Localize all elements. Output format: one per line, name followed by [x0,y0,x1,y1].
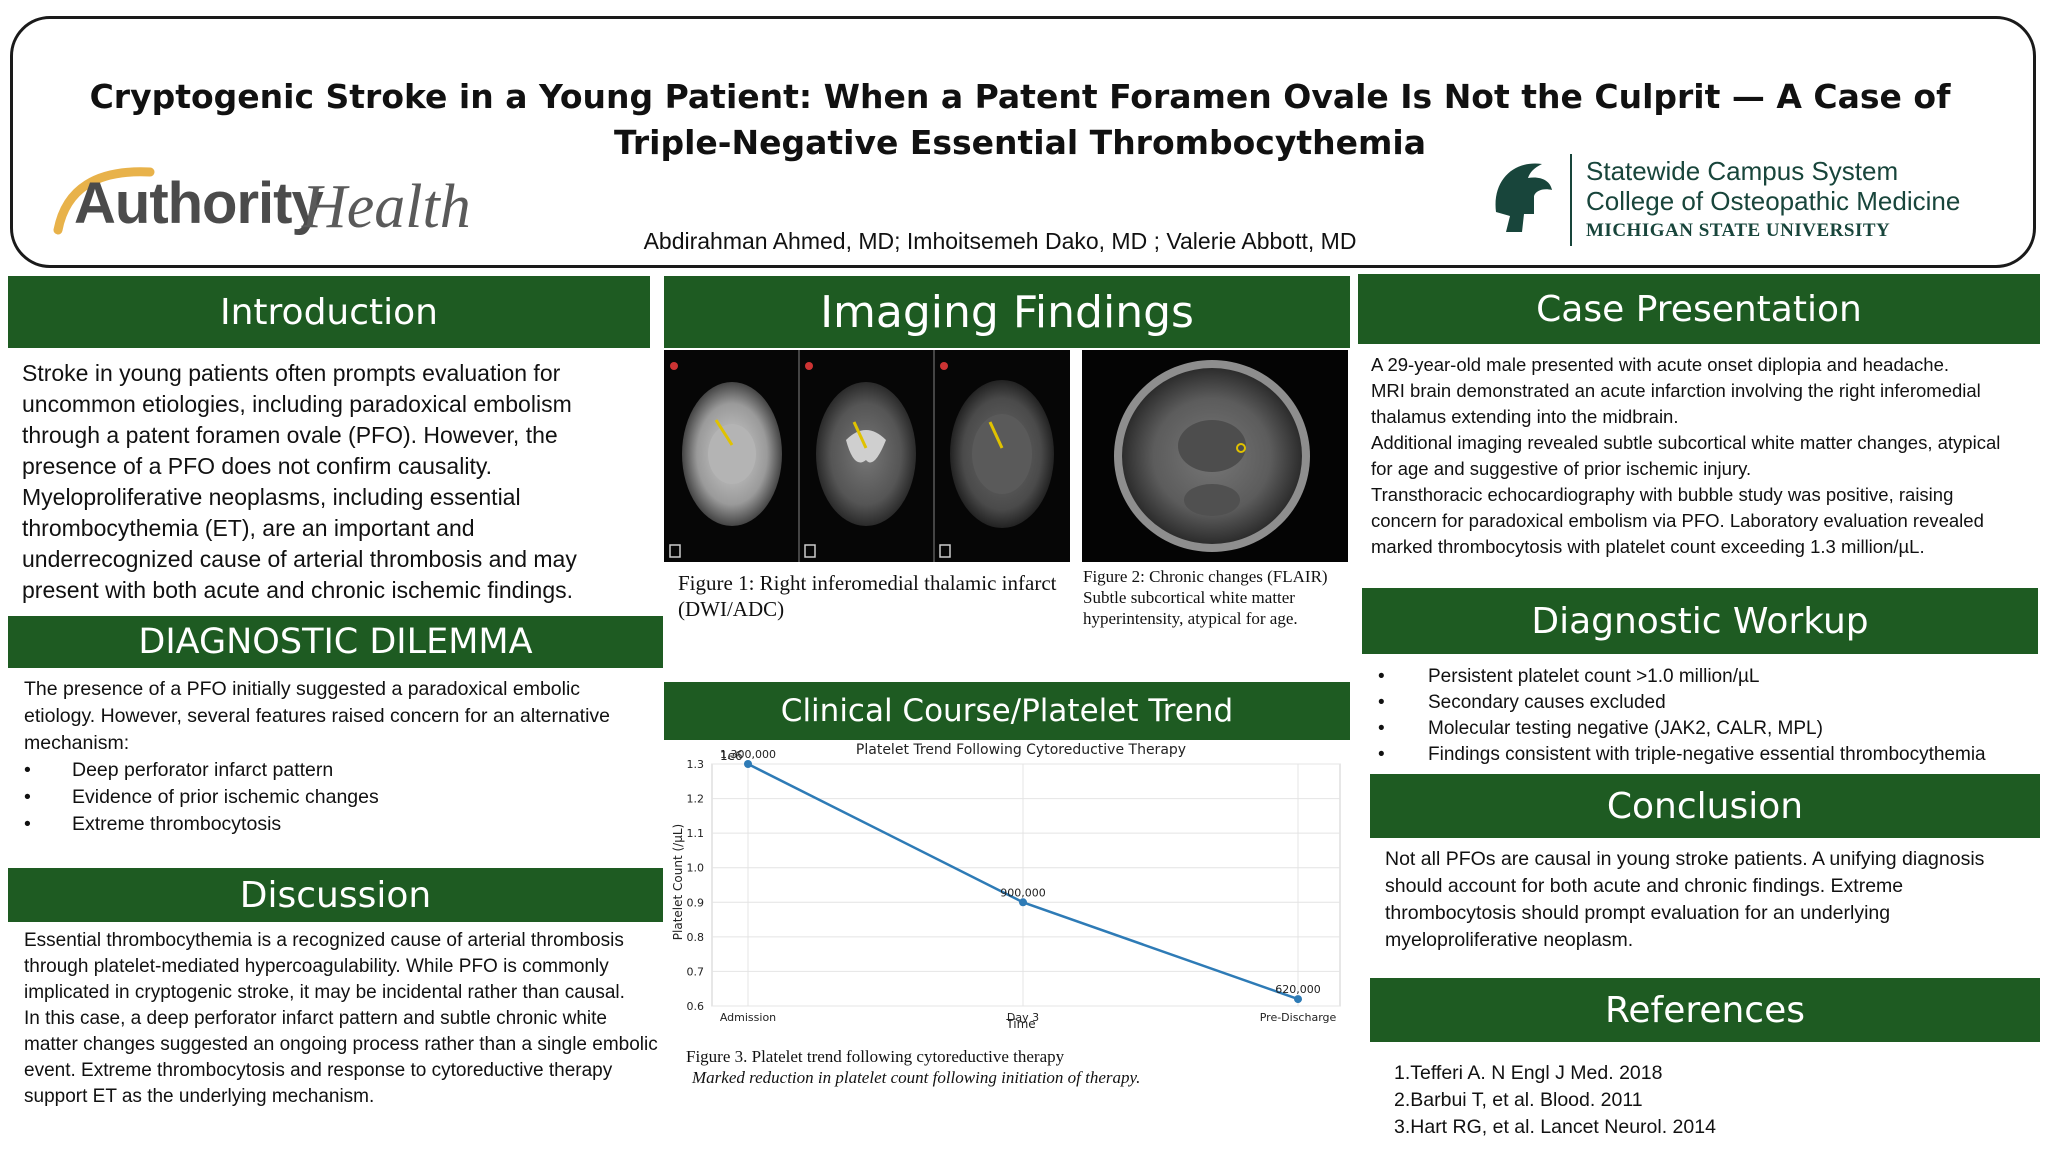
discussion-heading: Discussion [8,868,663,922]
msu-line-2: College of Osteopathic Medicine [1586,186,1961,216]
chart-y-label: Platelet Count (/µL) [671,824,685,940]
list-item: • Deep perforator infarct pattern [24,759,334,781]
authors-line: Abdirahman Ahmed, MD; Imhoitsemeh Dako, … [643,228,1357,254]
chart-y-tick-label: 0.8 [687,931,705,944]
msu-line-3: MICHIGAN STATE UNIVERSITY [1586,220,1891,241]
chart-data-label: 900,000 [1000,886,1046,899]
references-heading: References [1370,978,2040,1042]
reference-item: 1.Tefferi A. N Engl J Med. 2018 [1394,1062,1663,1084]
figure-2-label: Figure 2 [1083,567,1141,586]
spartan-helmet-icon [1495,163,1552,232]
poster-title: Cryptogenic Stroke in a Young Patient: W… [89,77,1951,162]
figure-3-subcaption: Marked reduction in platelet count follo… [692,1068,1141,1087]
msu-logo: Statewide Campus System College of Osteo… [1484,150,2014,250]
case-line: Transthoracic echocardiography with bubb… [1371,484,1984,557]
list-item: • Extreme thrombocytosis [24,813,282,835]
chart-series: 1,300,000 900,000 620,000 [720,748,1321,1004]
reference-item: 3.Hart RG, et al. Lancet Neurol. 2014 [1394,1116,1716,1138]
case-line: MRI brain demonstrated an acute infarcti… [1371,380,1981,427]
chart-y-tick-label: 0.6 [687,1000,705,1013]
chart-y-tick-label: 1.1 [687,827,705,840]
chart-scale-label: 1e6 [720,749,743,763]
chart-title: Platelet Trend Following Cytoreductive T… [856,742,1186,758]
dilemma-section: The presence of a PFO initially suggeste… [24,676,644,838]
case-line: A 29-year-old male presented with acute … [1371,354,1949,375]
logo-text-authority: Authority [74,171,324,236]
figure-1-caption: Figure 1: Right inferomedial thalamic in… [678,570,1068,622]
chart-data-point [744,760,752,768]
logo-divider [1570,154,1572,246]
chart-y-tick-label: 0.7 [687,965,705,978]
chart-y-ticks: 0.6 0.7 0.8 0.9 1.0 1.1 1.2 1.3 [687,758,705,1013]
chart-data-point [1019,898,1027,907]
chart-grid [711,763,1341,1007]
discussion-section: Essential thrombocythemia is a recognize… [24,928,664,1110]
mri-figure-2-image [1082,350,1348,562]
workup-section: • Persistent platelet count >1.0 million/… [1378,664,2038,768]
header-panel [10,16,2036,268]
chart-y-tick-label: 1.0 [687,862,705,875]
case-line: Additional imaging revealed subtle subco… [1371,432,2001,479]
workup-bullets: • Persistent platelet count >1.0 million/… [1378,664,2038,768]
references-list: 1.Tefferi A. N Engl J Med. 2018 2.Barbui… [1394,1060,2014,1141]
list-item: • Evidence of prior ischemic changes [24,786,379,808]
list-item: • Secondary causes excluded [1378,692,1666,713]
platelet-trend-chart: Platelet Trend Following Cytoreductive T… [664,742,1350,1042]
chart-y-tick-label: 1.3 [687,758,705,771]
mri-figure-1-image [664,350,1070,562]
case-presentation-text: A 29-year-old male presented with acute … [1371,352,2011,560]
figure-2-text: : Chronic changes (FLAIR) [1140,567,1328,586]
chart-y-tick-label: 0.9 [687,896,705,909]
conclusion-heading: Conclusion [1370,774,2040,838]
chart-x-tick-label: Admission [720,1011,776,1024]
logo-arc-icon [53,167,155,235]
chart-data-label: 1,300,000 [720,748,776,761]
clinical-course-heading: Clinical Course/Platelet Trend [664,682,1350,740]
discussion-p1: Essential thrombocythemia is a recognize… [24,930,625,1003]
workup-heading: Diagnostic Workup [1362,588,2038,654]
figure-3-caption: Figure 3. Platelet trend following cytor… [686,1047,1065,1066]
list-item: • Persistent platelet count >1.0 million/… [1378,666,1760,687]
figure-1-label: Figure 1 [678,571,749,595]
conclusion-text: Not all PFOs are causal in young stroke … [1385,848,1985,951]
figure-2-caption: Figure 2: Chronic changes (FLAIR) Subtle… [1083,566,1347,629]
dilemma-text: The presence of a PFO initially suggeste… [24,678,611,754]
introduction-text: Stroke in young patients often prompts e… [22,360,577,603]
msu-line-1: Statewide Campus System [1586,156,1899,186]
discussion-p2: In this case, a deep perforator infarct … [24,1008,658,1107]
reference-item: 2.Barbui T, et al. Blood. 2011 [1394,1089,1643,1111]
dilemma-heading: DIAGNOSTIC DILEMMA [8,616,663,668]
list-item: • Findings consistent with triple-negativ… [1378,744,1986,765]
chart-x-tick-label: Pre-Discharge [1260,1011,1337,1024]
case-presentation-heading: Case Presentation [1358,274,2040,344]
chart-x-label: Time [1005,1017,1035,1031]
list-item: • Molecular testing negative (JAK2, CALR,… [1378,718,1823,739]
chart-y-tick-label: 1.2 [687,793,705,806]
chart-x-tick-label: Day 3 [1007,1011,1039,1024]
chart-data-label: 620,000 [1275,983,1321,996]
chart-data-point [1294,995,1302,1004]
chart-x-ticks: Admission Day 3 Pre-Discharge [720,1011,1337,1024]
introduction-heading: Introduction [8,276,650,348]
authority-health-logo: Authority Health [50,160,490,241]
dilemma-bullets: • Deep perforator infarct pattern • Eviden… [24,757,644,838]
figure-1-text: : Right inferomedial thalamic infarct (D… [678,571,1057,621]
figure-2-subtext: Subtle subcortical white matter hyperint… [1083,588,1298,628]
logo-text-health: Health [302,173,471,241]
imaging-heading: Imaging Findings [664,276,1350,348]
